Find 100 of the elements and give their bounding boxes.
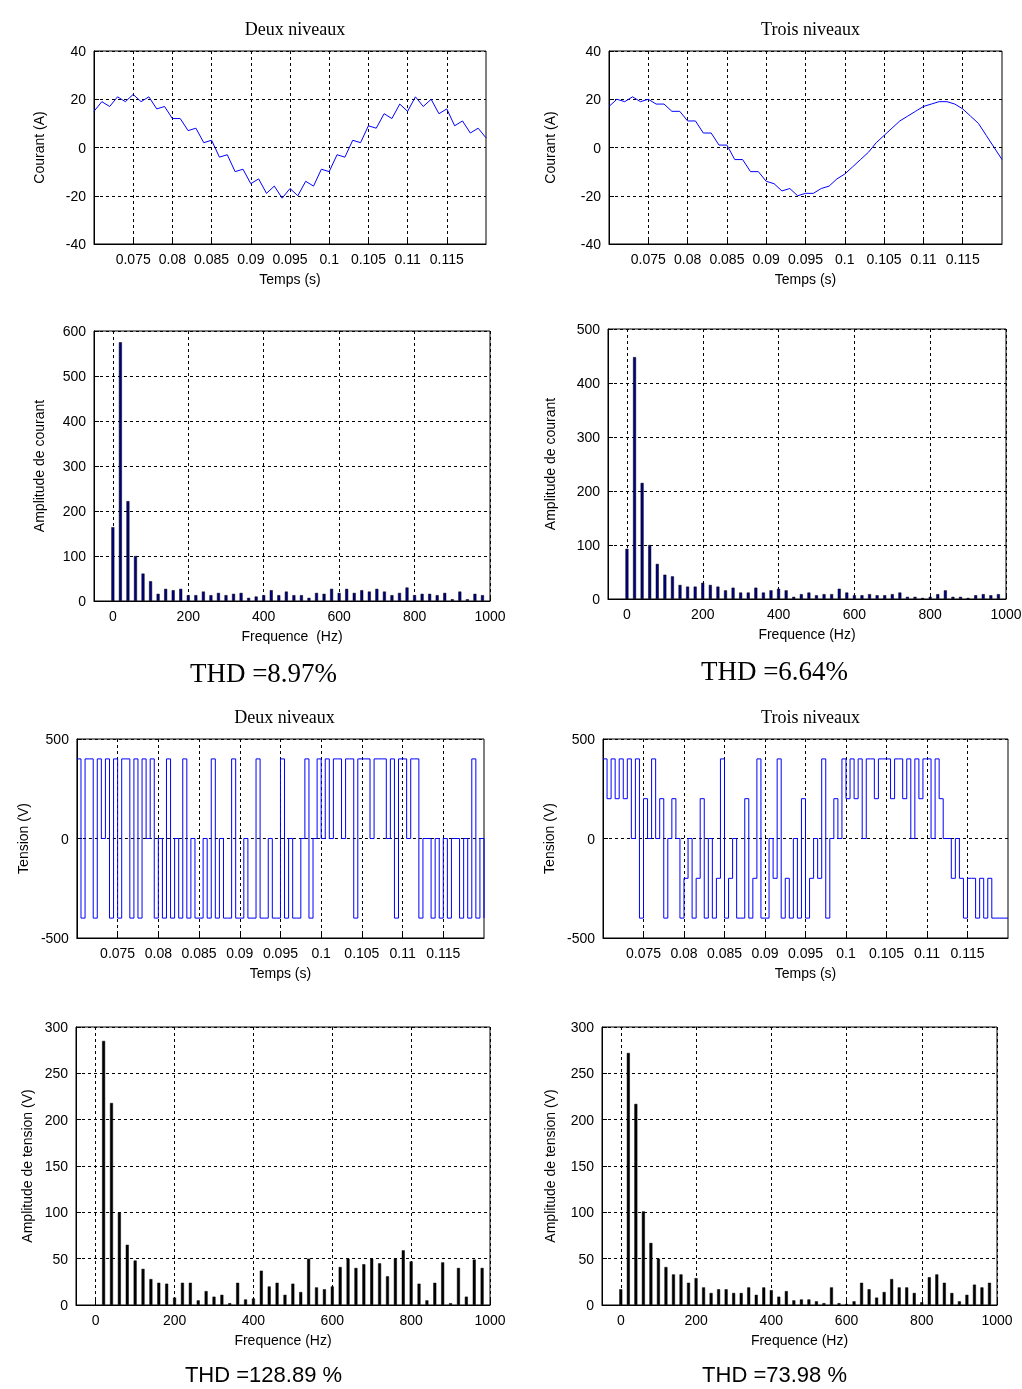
y-tick-label: 400 bbox=[62, 413, 87, 429]
x-tick-label: 0.09 bbox=[752, 251, 781, 267]
x-tick-label: 0.075 bbox=[100, 945, 136, 961]
y-tick-label: 0 bbox=[61, 830, 70, 847]
y-tick-label: -500 bbox=[566, 930, 596, 946]
text: THD =73.98 % bbox=[702, 1361, 847, 1387]
y-tick-label: 0 bbox=[586, 1297, 595, 1313]
y-tick-label: 0 bbox=[60, 1297, 69, 1313]
x-tick-label: 1000 bbox=[981, 1312, 1013, 1328]
line-series bbox=[93, 93, 487, 199]
x-tick-label: 0.1 bbox=[311, 945, 332, 961]
y-tick-label: 0 bbox=[78, 593, 87, 609]
x-axis-title: Frequence (Hz) bbox=[241, 628, 343, 644]
y-tick-label: 100 bbox=[62, 548, 87, 564]
y-tick-label: 300 bbox=[570, 1019, 595, 1035]
x-tick-label: 0.09 bbox=[751, 945, 779, 961]
x-tick-label: 0.09 bbox=[226, 945, 254, 961]
x-tick-label: 200 bbox=[691, 606, 715, 622]
y-tick-label: 20 bbox=[70, 91, 87, 108]
x-tick-label: 0.11 bbox=[394, 251, 421, 267]
x-tick-label: 0 bbox=[91, 1312, 100, 1328]
x-tick-label: 0.085 bbox=[709, 251, 745, 267]
y-tick-label: 500 bbox=[571, 731, 596, 747]
x-axis-title: Frequence (Hz) bbox=[234, 1332, 332, 1348]
x-tick-label: 0.085 bbox=[181, 945, 217, 961]
y-axis-title: Amplitude de courant bbox=[31, 399, 47, 533]
x-tick-label: 0.075 bbox=[630, 251, 667, 267]
x-tick-label: 400 bbox=[766, 606, 791, 622]
y-axis-title: Courant (A) bbox=[31, 111, 47, 184]
x-tick-label: 0.105 bbox=[344, 945, 380, 961]
y-tick-label: -500 bbox=[40, 930, 70, 946]
y-tick-label: 50 bbox=[52, 1250, 69, 1267]
y-tick-label: 150 bbox=[44, 1158, 69, 1174]
y-tick-label: 0 bbox=[593, 139, 602, 156]
x-tick-label: 1000 bbox=[990, 606, 1022, 622]
x-tick-label: 0.095 bbox=[272, 251, 308, 267]
y-tick-label: 200 bbox=[44, 1111, 69, 1128]
x-tick-label: 0.085 bbox=[194, 251, 230, 267]
x-tick-label: 1000 bbox=[474, 1312, 506, 1328]
y-tick-label: 40 bbox=[585, 43, 602, 59]
y-axis-title: Tension (V) bbox=[541, 803, 558, 874]
y-axis-title: Tension (V) bbox=[15, 803, 31, 874]
y-tick-label: 600 bbox=[62, 323, 87, 339]
text: THD =6.64% bbox=[700, 655, 849, 686]
y-tick-label: 250 bbox=[44, 1065, 69, 1082]
x-tick-label: 200 bbox=[176, 608, 201, 624]
x-axis-title: Temps (s) bbox=[774, 271, 837, 287]
y-tick-label: 500 bbox=[45, 731, 70, 747]
y-tick-label: 200 bbox=[570, 1111, 595, 1128]
x-tick-label: 0.08 bbox=[673, 251, 702, 267]
y-axis-title: Amplitude de tension (V) bbox=[542, 1089, 558, 1243]
y-tick-label: -40 bbox=[65, 236, 87, 252]
x-tick-label: 0 bbox=[623, 606, 632, 622]
y-tick-label: 100 bbox=[44, 1204, 69, 1221]
x-tick-label: 200 bbox=[684, 1312, 708, 1328]
y-tick-label: 40 bbox=[70, 43, 87, 59]
y-tick-label: -20 bbox=[580, 187, 602, 204]
y-tick-label: 100 bbox=[576, 537, 601, 553]
y-tick-label: 50 bbox=[578, 1250, 595, 1267]
x-tick-label: 0.08 bbox=[670, 945, 698, 961]
x-axis-title: Frequence (Hz) bbox=[750, 1332, 849, 1348]
x-tick-label: 0.115 bbox=[426, 945, 461, 961]
y-tick-label: 0 bbox=[78, 139, 87, 156]
x-tick-label: 400 bbox=[252, 608, 276, 624]
y-tick-label: 0 bbox=[587, 830, 596, 847]
y-tick-label: 250 bbox=[570, 1065, 595, 1082]
y-axis-title: Amplitude de courant bbox=[542, 397, 558, 531]
y-tick-label: 300 bbox=[62, 458, 87, 474]
x-tick-label: 0.105 bbox=[350, 251, 387, 267]
x-tick-label: 0.115 bbox=[950, 945, 985, 961]
y-tick-label: 150 bbox=[570, 1158, 595, 1174]
x-tick-label: 400 bbox=[759, 1312, 784, 1328]
x-tick-label: 0.09 bbox=[237, 251, 265, 267]
x-tick-label: 0.11 bbox=[910, 251, 937, 267]
y-tick-label: 400 bbox=[576, 375, 601, 391]
x-tick-label: 800 bbox=[910, 1312, 934, 1328]
y-tick-label: 300 bbox=[576, 429, 601, 445]
y-tick-label: 200 bbox=[576, 483, 601, 499]
x-tick-label: 0.095 bbox=[787, 251, 824, 267]
y-axis-title: Amplitude de tension (V) bbox=[18, 1089, 35, 1243]
x-tick-label: 600 bbox=[320, 1312, 345, 1328]
y-axis-title: Courant (A) bbox=[542, 111, 558, 184]
x-axis-title: Temps (s) bbox=[249, 965, 312, 981]
x-tick-label: 0.11 bbox=[913, 945, 941, 961]
x-tick-label: 0 bbox=[616, 1312, 625, 1328]
x-axis-title: Frequence (Hz) bbox=[758, 626, 856, 642]
x-tick-label: 600 bbox=[327, 608, 352, 624]
x-tick-label: 0.1 bbox=[836, 945, 856, 961]
chart-title: Deux niveaux bbox=[244, 19, 346, 39]
x-tick-label: 0.08 bbox=[144, 945, 173, 961]
x-tick-label: 0.105 bbox=[866, 251, 902, 267]
x-tick-label: 0.115 bbox=[945, 251, 980, 267]
chart-title: Deux niveaux bbox=[234, 707, 335, 727]
x-tick-label: 0.08 bbox=[158, 251, 187, 267]
x-tick-label: 1000 bbox=[474, 608, 506, 624]
y-tick-label: 20 bbox=[585, 91, 602, 108]
x-tick-label: 800 bbox=[402, 608, 427, 624]
y-tick-label: 500 bbox=[576, 321, 601, 337]
text: THD =128.89 % bbox=[184, 1361, 343, 1387]
x-tick-label: 0.11 bbox=[389, 945, 416, 961]
